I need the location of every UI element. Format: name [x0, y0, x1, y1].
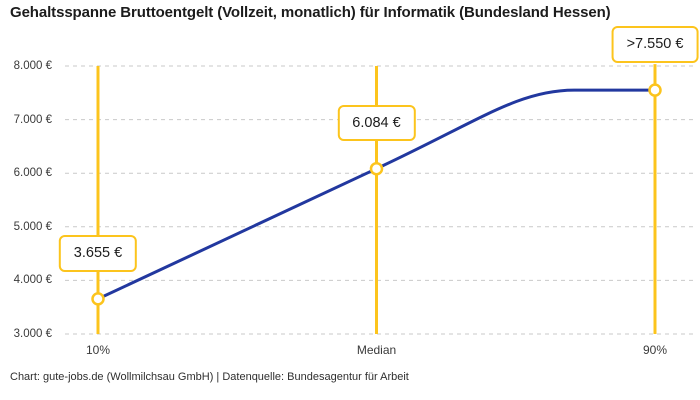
y-axis-tick-label: 3.000 €: [13, 328, 52, 340]
chart-attribution: Chart: gute-jobs.de (Wollmilchsau GmbH) …: [10, 371, 409, 383]
y-axis-tick-label: 5.000 €: [13, 220, 52, 233]
data-point-marker: [369, 161, 384, 176]
value-label-box: >7.550 €: [611, 26, 699, 63]
y-axis-tick-label: 4.000 €: [13, 274, 52, 287]
y-axis-tick-label: 7.000 €: [13, 113, 52, 126]
value-label-box: 6.084 €: [337, 104, 416, 142]
data-point-marker: [91, 292, 105, 306]
value-label-box: 3.655 €: [58, 234, 138, 272]
x-axis-tick-label: 10%: [85, 343, 111, 357]
chart-title: Gehaltsspanne Bruttoentgelt (Vollzeit, m…: [10, 4, 611, 21]
y-axis-tick-label: 6.000 €: [13, 167, 52, 180]
data-point-marker: [648, 83, 662, 97]
x-axis-tick-label: 90%: [642, 343, 668, 357]
salary-curve: [97, 88, 655, 301]
x-axis-tick-label: Median: [356, 343, 397, 357]
y-axis-tick-label: 8.000 €: [13, 60, 52, 72]
